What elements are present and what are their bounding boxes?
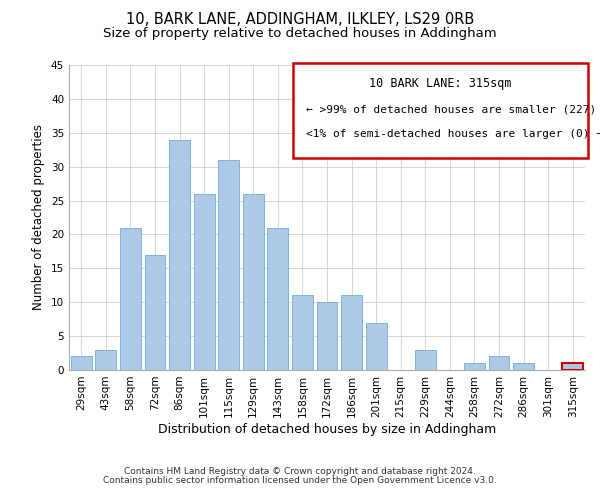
Bar [292, 296, 313, 370]
Bar [317, 302, 337, 370]
Bar [71, 356, 92, 370]
Bar [243, 194, 264, 370]
Text: 10, BARK LANE, ADDINGHAM, ILKLEY, LS29 0RB: 10, BARK LANE, ADDINGHAM, ILKLEY, LS29 0… [126, 12, 474, 28]
Text: Contains HM Land Registry data © Crown copyright and database right 2024.: Contains HM Land Registry data © Crown c… [124, 467, 476, 476]
X-axis label: Distribution of detached houses by size in Addingham: Distribution of detached houses by size … [158, 422, 496, 436]
Bar [464, 363, 485, 370]
Text: ← >99% of detached houses are smaller (227): ← >99% of detached houses are smaller (2… [307, 104, 596, 115]
Bar [365, 322, 386, 370]
Text: Size of property relative to detached houses in Addingham: Size of property relative to detached ho… [103, 28, 497, 40]
Bar [218, 160, 239, 370]
Bar [562, 363, 583, 370]
Bar [120, 228, 141, 370]
Bar [169, 140, 190, 370]
Bar [194, 194, 215, 370]
Bar [95, 350, 116, 370]
FancyBboxPatch shape [293, 64, 587, 158]
Text: Contains public sector information licensed under the Open Government Licence v3: Contains public sector information licen… [103, 476, 497, 485]
Bar [415, 350, 436, 370]
Y-axis label: Number of detached properties: Number of detached properties [32, 124, 46, 310]
Bar [513, 363, 534, 370]
Text: 10 BARK LANE: 315sqm: 10 BARK LANE: 315sqm [369, 77, 512, 90]
Bar [268, 228, 289, 370]
Text: <1% of semi-detached houses are larger (0) →: <1% of semi-detached houses are larger (… [307, 129, 600, 139]
Bar [341, 296, 362, 370]
Bar [145, 255, 166, 370]
Bar [488, 356, 509, 370]
